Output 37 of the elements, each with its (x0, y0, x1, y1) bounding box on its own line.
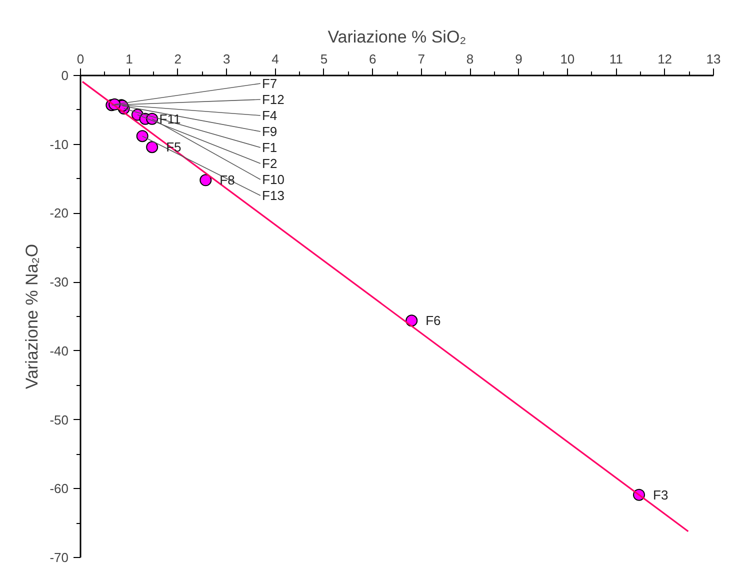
y-tick-label: -70 (50, 550, 69, 565)
y-axis-title: Variazione % Na₂O (22, 244, 42, 390)
x-tick-label: 11 (609, 52, 623, 66)
y-tick-label: -10 (50, 136, 69, 152)
annotation: F12 (262, 92, 284, 107)
x-tick-label: 12 (658, 52, 672, 66)
point (136, 130, 148, 142)
y-tick-label: -20 (50, 206, 69, 221)
x-tick-label: 1 (126, 52, 133, 66)
x-tick-label: 3 (222, 52, 230, 66)
y-tick-label: 0 (61, 68, 69, 83)
annotation: F3 (653, 487, 668, 502)
annotation: F4 (262, 108, 278, 123)
x-tick-label: 5 (320, 52, 328, 66)
x-tick-label: 8 (466, 52, 474, 66)
y-tick-label: -50 (50, 412, 69, 428)
annotation: F9 (262, 124, 278, 139)
x-tick-label: 2 (174, 52, 182, 66)
annotation: F2 (262, 156, 278, 171)
annotation: F1 (262, 140, 278, 155)
y-tick-label: -40 (50, 343, 69, 358)
x-tick-label: 0 (76, 52, 84, 66)
y-tick-label: -60 (50, 481, 69, 496)
x-tick-label: 10 (560, 52, 575, 66)
x-tick-label: 9 (515, 52, 522, 66)
annotation: F10 (262, 172, 284, 187)
x-tick-label: 13 (706, 52, 721, 66)
x-tick-label: 7 (418, 52, 425, 66)
annotation: F13 (262, 188, 284, 203)
point (200, 174, 212, 186)
annotation: F6 (426, 313, 441, 328)
x-tick-label: 4 (272, 52, 279, 66)
point (146, 141, 158, 154)
x-axis-title: Variazione % SiO₂ (328, 28, 466, 46)
y-tick-label: -30 (50, 274, 69, 290)
annotation: F7 (262, 76, 278, 91)
x-tick-label: 6 (369, 52, 376, 66)
